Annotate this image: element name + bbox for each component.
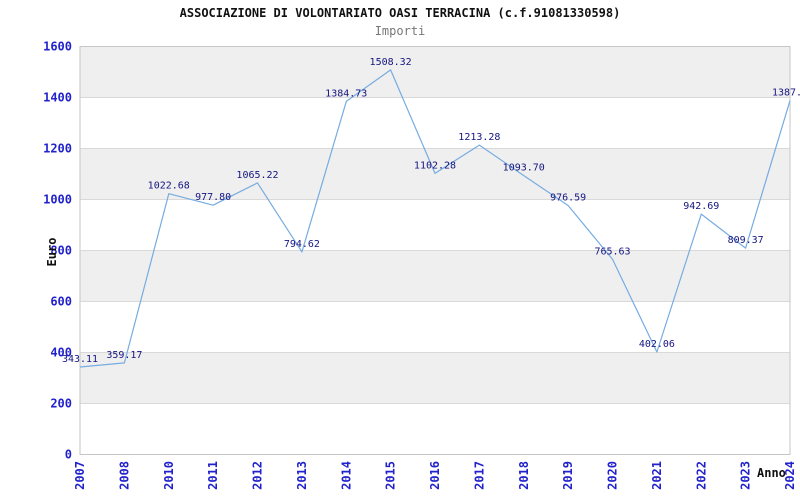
plot-band [80,148,790,200]
series-line [79,69,791,368]
plot-band [80,352,790,404]
data-point-label: 343.11 [62,354,98,365]
y-axis-title: Euro [45,237,59,267]
x-tick-label: 2023 [739,461,753,490]
plot-band [80,46,790,98]
y-tick-label: 1600 [43,40,72,54]
x-tick-label: 2021 [650,461,664,490]
x-tick-label: 2020 [606,461,620,490]
data-point-label: 359.17 [106,350,142,361]
x-axis-title: Anno [757,466,786,480]
data-point-label: 1213.28 [458,132,500,143]
data-point-label: 1093.70 [503,163,545,174]
x-tick-label: 2017 [472,461,486,490]
data-point-label: 1508.32 [370,57,412,68]
x-tick-label: 2016 [428,461,442,490]
x-tick-label: 2015 [384,461,398,490]
data-point-label: 1387.9 [772,88,800,99]
y-tick-label: 800 [50,244,72,258]
data-point-label: 765.63 [594,246,630,257]
x-tick-label: 2007 [73,461,87,490]
x-tick-label: 2014 [339,461,353,490]
x-tick-label: 2010 [162,461,176,490]
y-tick-label: 600 [50,295,72,309]
y-tick-label: 200 [50,397,72,411]
y-tick-label: 0 [65,448,72,462]
y-tick-label: 1400 [43,91,72,105]
plot-band [80,250,790,302]
data-point-label: 1065.22 [236,170,278,181]
x-tick-label: 2008 [117,461,131,490]
data-point-label: 402.06 [639,339,675,350]
data-point-label: 809.37 [728,235,764,246]
x-tick-label: 2022 [694,461,708,490]
data-point-label: 977.80 [195,192,231,203]
data-point-label: 794.62 [284,239,320,250]
data-point-label: 942.69 [683,201,719,212]
chart-title: ASSOCIAZIONE DI VOLONTARIATO OASI TERRAC… [179,6,621,20]
plot-border [79,46,791,455]
x-tick-label: 2011 [206,461,220,490]
data-point-label: 1384.73 [325,88,367,99]
x-tick-label: 2024 [783,461,797,490]
x-tick-label: 2012 [251,461,265,490]
y-tick-label: 400 [50,346,72,360]
data-point-label: 1102.28 [414,160,456,171]
x-tick-label: 2013 [295,461,309,490]
data-point-label: 1022.68 [148,181,190,192]
chart-subtitle: Importi [374,24,426,38]
x-tick-label: 2019 [561,461,575,490]
y-tick-label: 1200 [43,142,72,156]
data-point-label: 976.59 [550,192,586,203]
y-tick-label: 1000 [43,193,72,207]
x-tick-label: 2018 [517,461,531,490]
